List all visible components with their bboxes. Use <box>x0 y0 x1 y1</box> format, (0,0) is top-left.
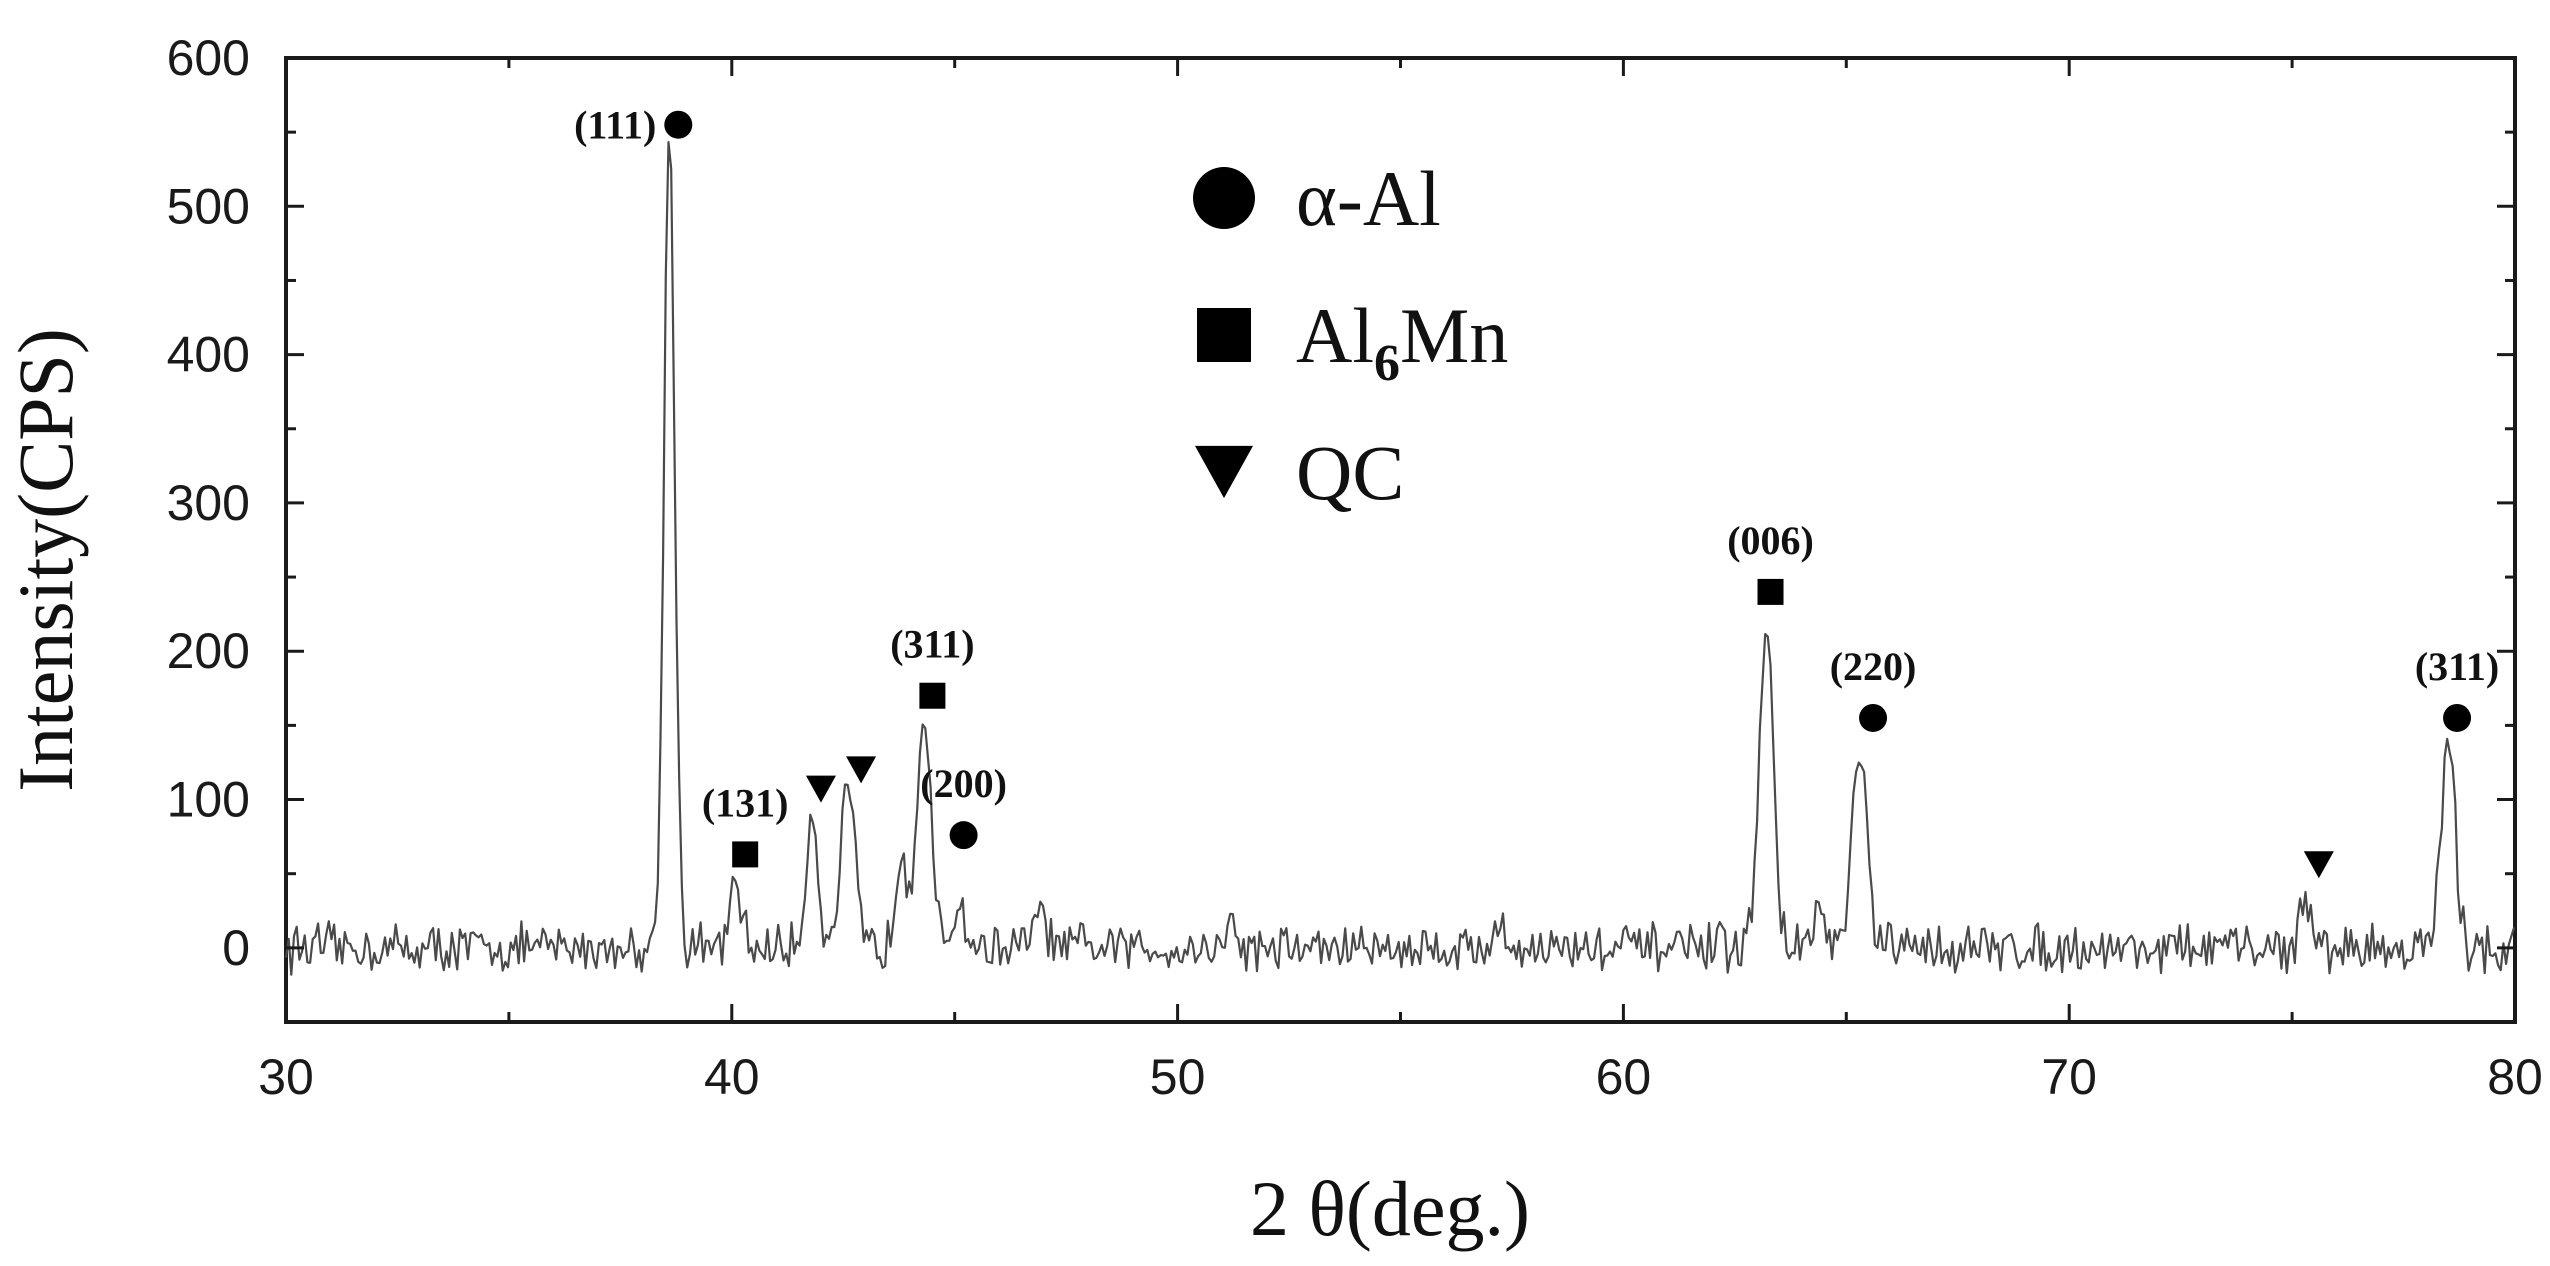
legend-label: α-Al <box>1296 155 1441 242</box>
peak-label: (006) <box>1727 518 1814 563</box>
legend-label: Al6Mn <box>1296 292 1508 392</box>
y-tick-label: 300 <box>167 475 250 531</box>
peak-label: (311) <box>890 622 974 667</box>
qc-marker <box>1195 445 1253 499</box>
peak-label: (111) <box>574 103 656 148</box>
al6mn-marker <box>1757 578 1784 605</box>
alpha-al-marker <box>1193 167 1255 229</box>
al6mn-marker <box>732 841 759 868</box>
x-tick-label: 40 <box>704 1049 760 1105</box>
y-tick-label: 400 <box>167 327 250 383</box>
x-tick-label: 70 <box>2041 1049 2097 1105</box>
y-tick-label: 100 <box>167 772 250 828</box>
legend-label-tail: Mn <box>1400 292 1508 379</box>
legend-subscript: 6 <box>1374 335 1400 392</box>
alpha-al-marker <box>664 110 693 139</box>
al6mn-marker <box>919 682 946 709</box>
x-tick-label: 60 <box>1596 1049 1652 1105</box>
peak-annotations: (111) (131) (311) (200) (006) (220) (311) <box>574 103 2499 879</box>
x-axis-title: 2 θ(deg.) <box>1250 1165 1530 1252</box>
x-tick-label: 50 <box>1150 1049 1206 1105</box>
y-tick-label: 200 <box>167 623 250 679</box>
qc-marker <box>2303 851 2334 879</box>
legend: α-Al Al6Mn QC <box>1193 155 1508 516</box>
y-tick-labels: 0 100 200 300 400 500 600 <box>167 30 250 976</box>
alpha-al-marker <box>2443 703 2472 732</box>
al6mn-marker <box>1197 308 1251 362</box>
y-tick-label: 0 <box>222 920 250 976</box>
qc-marker <box>805 775 836 803</box>
peak-label: (200) <box>920 761 1007 806</box>
peak-label: (220) <box>1830 644 1917 689</box>
alpha-al-marker <box>949 821 978 850</box>
qc-marker <box>846 756 877 784</box>
peak-label: (131) <box>702 780 789 825</box>
y-axis-title: Intensity(CPS) <box>2 328 89 792</box>
x-tick-label: 30 <box>258 1049 314 1105</box>
xrd-pattern-line <box>284 141 2516 976</box>
legend-label: QC <box>1296 429 1404 516</box>
y-tick-label: 600 <box>167 30 250 86</box>
x-tick-labels: 30 40 50 60 70 80 <box>258 1049 2543 1105</box>
y-tick-label: 500 <box>167 178 250 234</box>
x-tick-label: 80 <box>2487 1049 2543 1105</box>
peak-label: (311) <box>2415 644 2499 689</box>
alpha-al-marker <box>1859 703 1888 732</box>
axis-ticks <box>284 56 2517 1022</box>
